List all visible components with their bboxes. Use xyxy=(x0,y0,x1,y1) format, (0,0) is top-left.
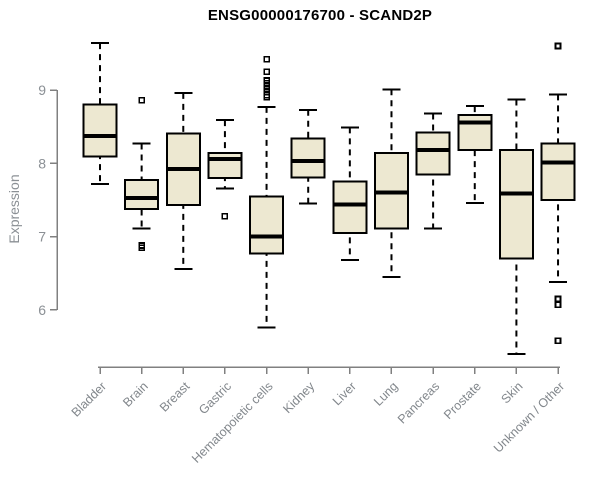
x-tick-label-prostate: Prostate xyxy=(441,379,484,422)
x-tick-label-kidney: Kidney xyxy=(280,379,317,416)
box-gastric xyxy=(207,119,243,220)
outlier-point xyxy=(221,212,229,220)
x-tick-label-liver: Liver xyxy=(330,379,359,408)
median-line xyxy=(250,234,284,239)
outlier-point xyxy=(263,55,270,63)
box-skin xyxy=(498,98,534,355)
outlier-point xyxy=(138,96,145,104)
x-tick-label-hematopoietic-cells: Hematopoietic cells xyxy=(189,379,276,466)
median-line xyxy=(333,202,367,207)
median-line xyxy=(499,191,533,196)
x-tick-label-gastric: Gastric xyxy=(196,379,234,417)
x-tick-label-brain: Brain xyxy=(120,379,151,410)
x-tick-label-bladder: Bladder xyxy=(69,379,109,419)
outlier-point xyxy=(263,94,270,101)
median-line xyxy=(166,167,200,172)
box-hematopoietic-cells xyxy=(249,55,285,329)
outlier-point xyxy=(554,42,562,50)
box-prostate xyxy=(457,105,493,204)
outlier-point xyxy=(263,68,270,75)
median-line xyxy=(374,190,408,195)
y-tick-label: 8 xyxy=(38,155,46,171)
y-tick-label: 9 xyxy=(38,82,46,98)
box-pancreas xyxy=(415,112,451,230)
x-tick-label-breast: Breast xyxy=(157,379,193,415)
median-line xyxy=(541,160,575,165)
box-breast xyxy=(165,91,201,270)
outlier-point xyxy=(554,301,562,309)
box-kidney xyxy=(290,108,326,205)
chart-title: ENSG00000176700 - SCAND2P xyxy=(207,7,433,24)
x-tick-label-skin: Skin xyxy=(498,379,525,406)
y-axis: 6 7 8 9 xyxy=(38,82,58,318)
box-unknown-other xyxy=(540,42,576,345)
x-tick-label-lung: Lung xyxy=(371,379,401,409)
outlier-point xyxy=(554,295,562,303)
median-line xyxy=(291,159,325,164)
box-lung xyxy=(373,88,409,278)
box-liver xyxy=(332,126,368,262)
outlier-point xyxy=(554,337,562,345)
median-line xyxy=(458,120,492,125)
box-bladder xyxy=(82,42,118,185)
y-tick-label: 7 xyxy=(38,229,46,245)
median-line xyxy=(208,156,242,161)
box-brain xyxy=(124,96,160,251)
y-tick-label: 6 xyxy=(38,302,46,318)
median-line xyxy=(83,134,117,139)
median-line xyxy=(416,148,450,153)
outlier-point xyxy=(138,244,145,251)
x-tick-label-pancreas: Pancreas xyxy=(395,379,442,426)
median-line xyxy=(125,195,159,200)
x-tick-label-unknown-other: Unknown / Other xyxy=(491,379,567,455)
